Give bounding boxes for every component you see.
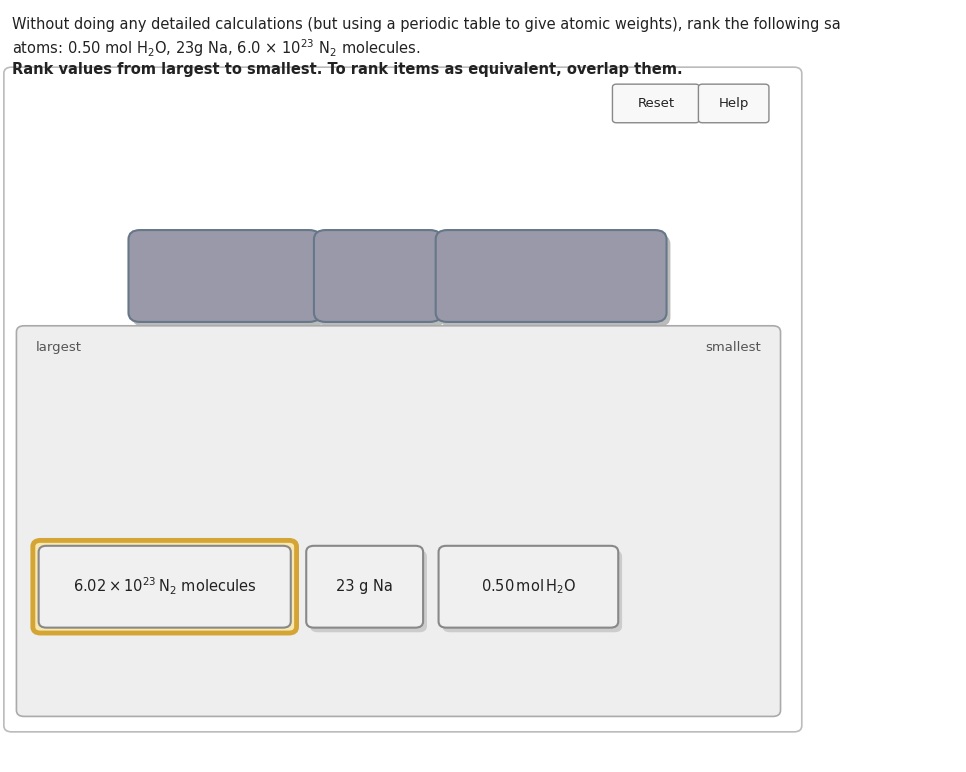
FancyBboxPatch shape xyxy=(442,550,622,632)
FancyBboxPatch shape xyxy=(436,230,667,322)
Text: smallest: smallest xyxy=(705,341,761,354)
FancyBboxPatch shape xyxy=(439,546,618,628)
FancyBboxPatch shape xyxy=(43,550,295,632)
Text: $6.02 \times 10^{23}\, \mathrm{N_2}$ molecules: $6.02 \times 10^{23}\, \mathrm{N_2}$ mol… xyxy=(73,576,256,598)
Text: Rank values from largest to smallest. To rank items as equivalent, overlap them.: Rank values from largest to smallest. To… xyxy=(12,62,682,76)
FancyBboxPatch shape xyxy=(310,550,427,632)
FancyBboxPatch shape xyxy=(612,84,699,123)
Text: Without doing any detailed calculations (but using a periodic table to give atom: Without doing any detailed calculations … xyxy=(12,17,840,32)
FancyBboxPatch shape xyxy=(33,540,297,633)
FancyBboxPatch shape xyxy=(16,326,781,716)
Text: $0.50\, \mathrm{mol\, H_2O}$: $0.50\, \mathrm{mol\, H_2O}$ xyxy=(481,577,576,596)
Text: Help: Help xyxy=(719,97,749,110)
Text: atoms: 0.50 mol $\mathrm{H_2O}$, 23g Na, 6.0 $\times$ $10^{23}$ $\mathrm{N_2}$ m: atoms: 0.50 mol $\mathrm{H_2O}$, 23g Na,… xyxy=(12,37,420,59)
FancyBboxPatch shape xyxy=(39,546,291,628)
FancyBboxPatch shape xyxy=(132,235,325,327)
Text: 23 g Na: 23 g Na xyxy=(336,579,393,594)
FancyBboxPatch shape xyxy=(698,84,769,123)
FancyBboxPatch shape xyxy=(128,230,321,322)
FancyBboxPatch shape xyxy=(440,235,670,327)
FancyBboxPatch shape xyxy=(318,235,445,327)
Text: Reset: Reset xyxy=(638,97,674,110)
FancyBboxPatch shape xyxy=(306,546,423,628)
Text: largest: largest xyxy=(36,341,82,354)
FancyBboxPatch shape xyxy=(4,67,802,732)
FancyBboxPatch shape xyxy=(314,230,441,322)
